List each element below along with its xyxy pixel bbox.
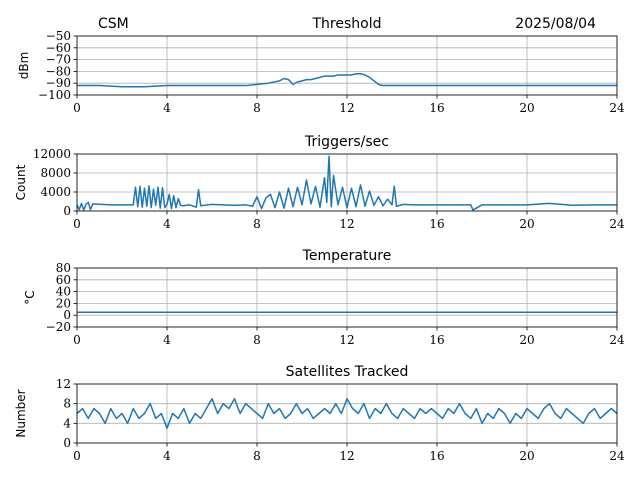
x-tick-label: 12 xyxy=(339,101,354,115)
y-tick-label: 80 xyxy=(56,261,71,275)
x-tick-label: 4 xyxy=(163,449,171,463)
x-tick-label: 4 xyxy=(163,101,171,115)
y-tick-label: 4 xyxy=(63,416,71,430)
chart-panel-triggers: 0 4 8 12 16 20 24 0 4000 8000 12000 Triggers/sec Cou… xyxy=(14,134,625,231)
x-tick-label: 24 xyxy=(609,217,625,231)
x-tick-label: 12 xyxy=(339,217,354,231)
y-tick-label: 20 xyxy=(56,296,71,310)
chart-title: Threshold xyxy=(312,16,382,32)
x-tick-label: 24 xyxy=(609,101,625,115)
y-tick-label: −20 xyxy=(46,320,71,334)
x-tick-label: 16 xyxy=(429,217,444,231)
x-tick-label: 12 xyxy=(339,449,354,463)
y-tick-label: −50 xyxy=(46,29,71,43)
chart-panel-satellites: 0 4 8 12 16 20 24 0 4 8 12 Satellites Tracked Number xyxy=(14,364,625,463)
chart-title: Satellites Tracked xyxy=(286,364,409,380)
x-tick-label: 16 xyxy=(429,449,444,463)
header-right-label: 2025/08/04 xyxy=(515,16,596,32)
chart-title: Triggers/sec xyxy=(304,134,389,150)
y-tick-label: 12 xyxy=(56,377,71,391)
y-axis-label: °C xyxy=(23,290,37,304)
panels: 0 4 8 12 16 20 24 −100−90−80−70−60−50 Threshold d… xyxy=(14,16,625,463)
x-tick-label: 12 xyxy=(339,333,354,347)
x-tick-label: 0 xyxy=(73,333,81,347)
x-tick-label: 24 xyxy=(609,449,625,463)
x-tick-label: 20 xyxy=(519,101,534,115)
y-axis-label: dBm xyxy=(17,52,31,80)
x-tick-label: 20 xyxy=(519,449,534,463)
x-tick-label: 8 xyxy=(253,217,261,231)
y-tick-label: 8000 xyxy=(40,166,71,180)
y-tick-label: −80 xyxy=(46,64,71,78)
x-tick-label: 16 xyxy=(429,101,444,115)
x-tick-label: 8 xyxy=(253,449,261,463)
y-tick-label: 12000 xyxy=(33,147,71,161)
series-line-triggers xyxy=(76,155,617,211)
header-left-label: CSM xyxy=(98,16,129,32)
y-tick-label: 8 xyxy=(63,397,71,411)
y-tick-label: 4000 xyxy=(40,185,71,199)
x-tick-label: 24 xyxy=(609,333,625,347)
y-tick-label: 60 xyxy=(56,273,71,287)
y-tick-label: −70 xyxy=(46,53,71,67)
y-tick-label: 0 xyxy=(63,308,71,322)
x-tick-label: 20 xyxy=(519,217,534,231)
y-tick-label: 0 xyxy=(63,204,71,218)
x-tick-label: 20 xyxy=(519,333,534,347)
x-tick-label: 4 xyxy=(163,217,171,231)
y-axis-label: Number xyxy=(14,389,28,437)
x-tick-label: 8 xyxy=(253,333,261,347)
x-tick-label: 16 xyxy=(429,333,444,347)
y-tick-label: −100 xyxy=(38,88,71,102)
x-tick-label: 0 xyxy=(73,217,81,231)
chart-panel-threshold: 0 4 8 12 16 20 24 −100−90−80−70−60−50 Threshold d… xyxy=(17,16,625,115)
y-tick-label: 40 xyxy=(56,285,71,299)
x-tick-label: 4 xyxy=(163,333,171,347)
series-line-threshold xyxy=(77,73,617,88)
y-tick-label: −90 xyxy=(46,76,71,90)
chart-title: Temperature xyxy=(302,248,392,264)
x-tick-label: 0 xyxy=(73,101,81,115)
y-tick-label: −60 xyxy=(46,41,71,55)
y-axis-label: Count xyxy=(14,164,28,200)
x-tick-label: 8 xyxy=(253,101,261,115)
x-tick-label: 0 xyxy=(73,449,81,463)
series-line-satellites xyxy=(76,398,618,429)
y-tick-label: 0 xyxy=(63,436,71,450)
